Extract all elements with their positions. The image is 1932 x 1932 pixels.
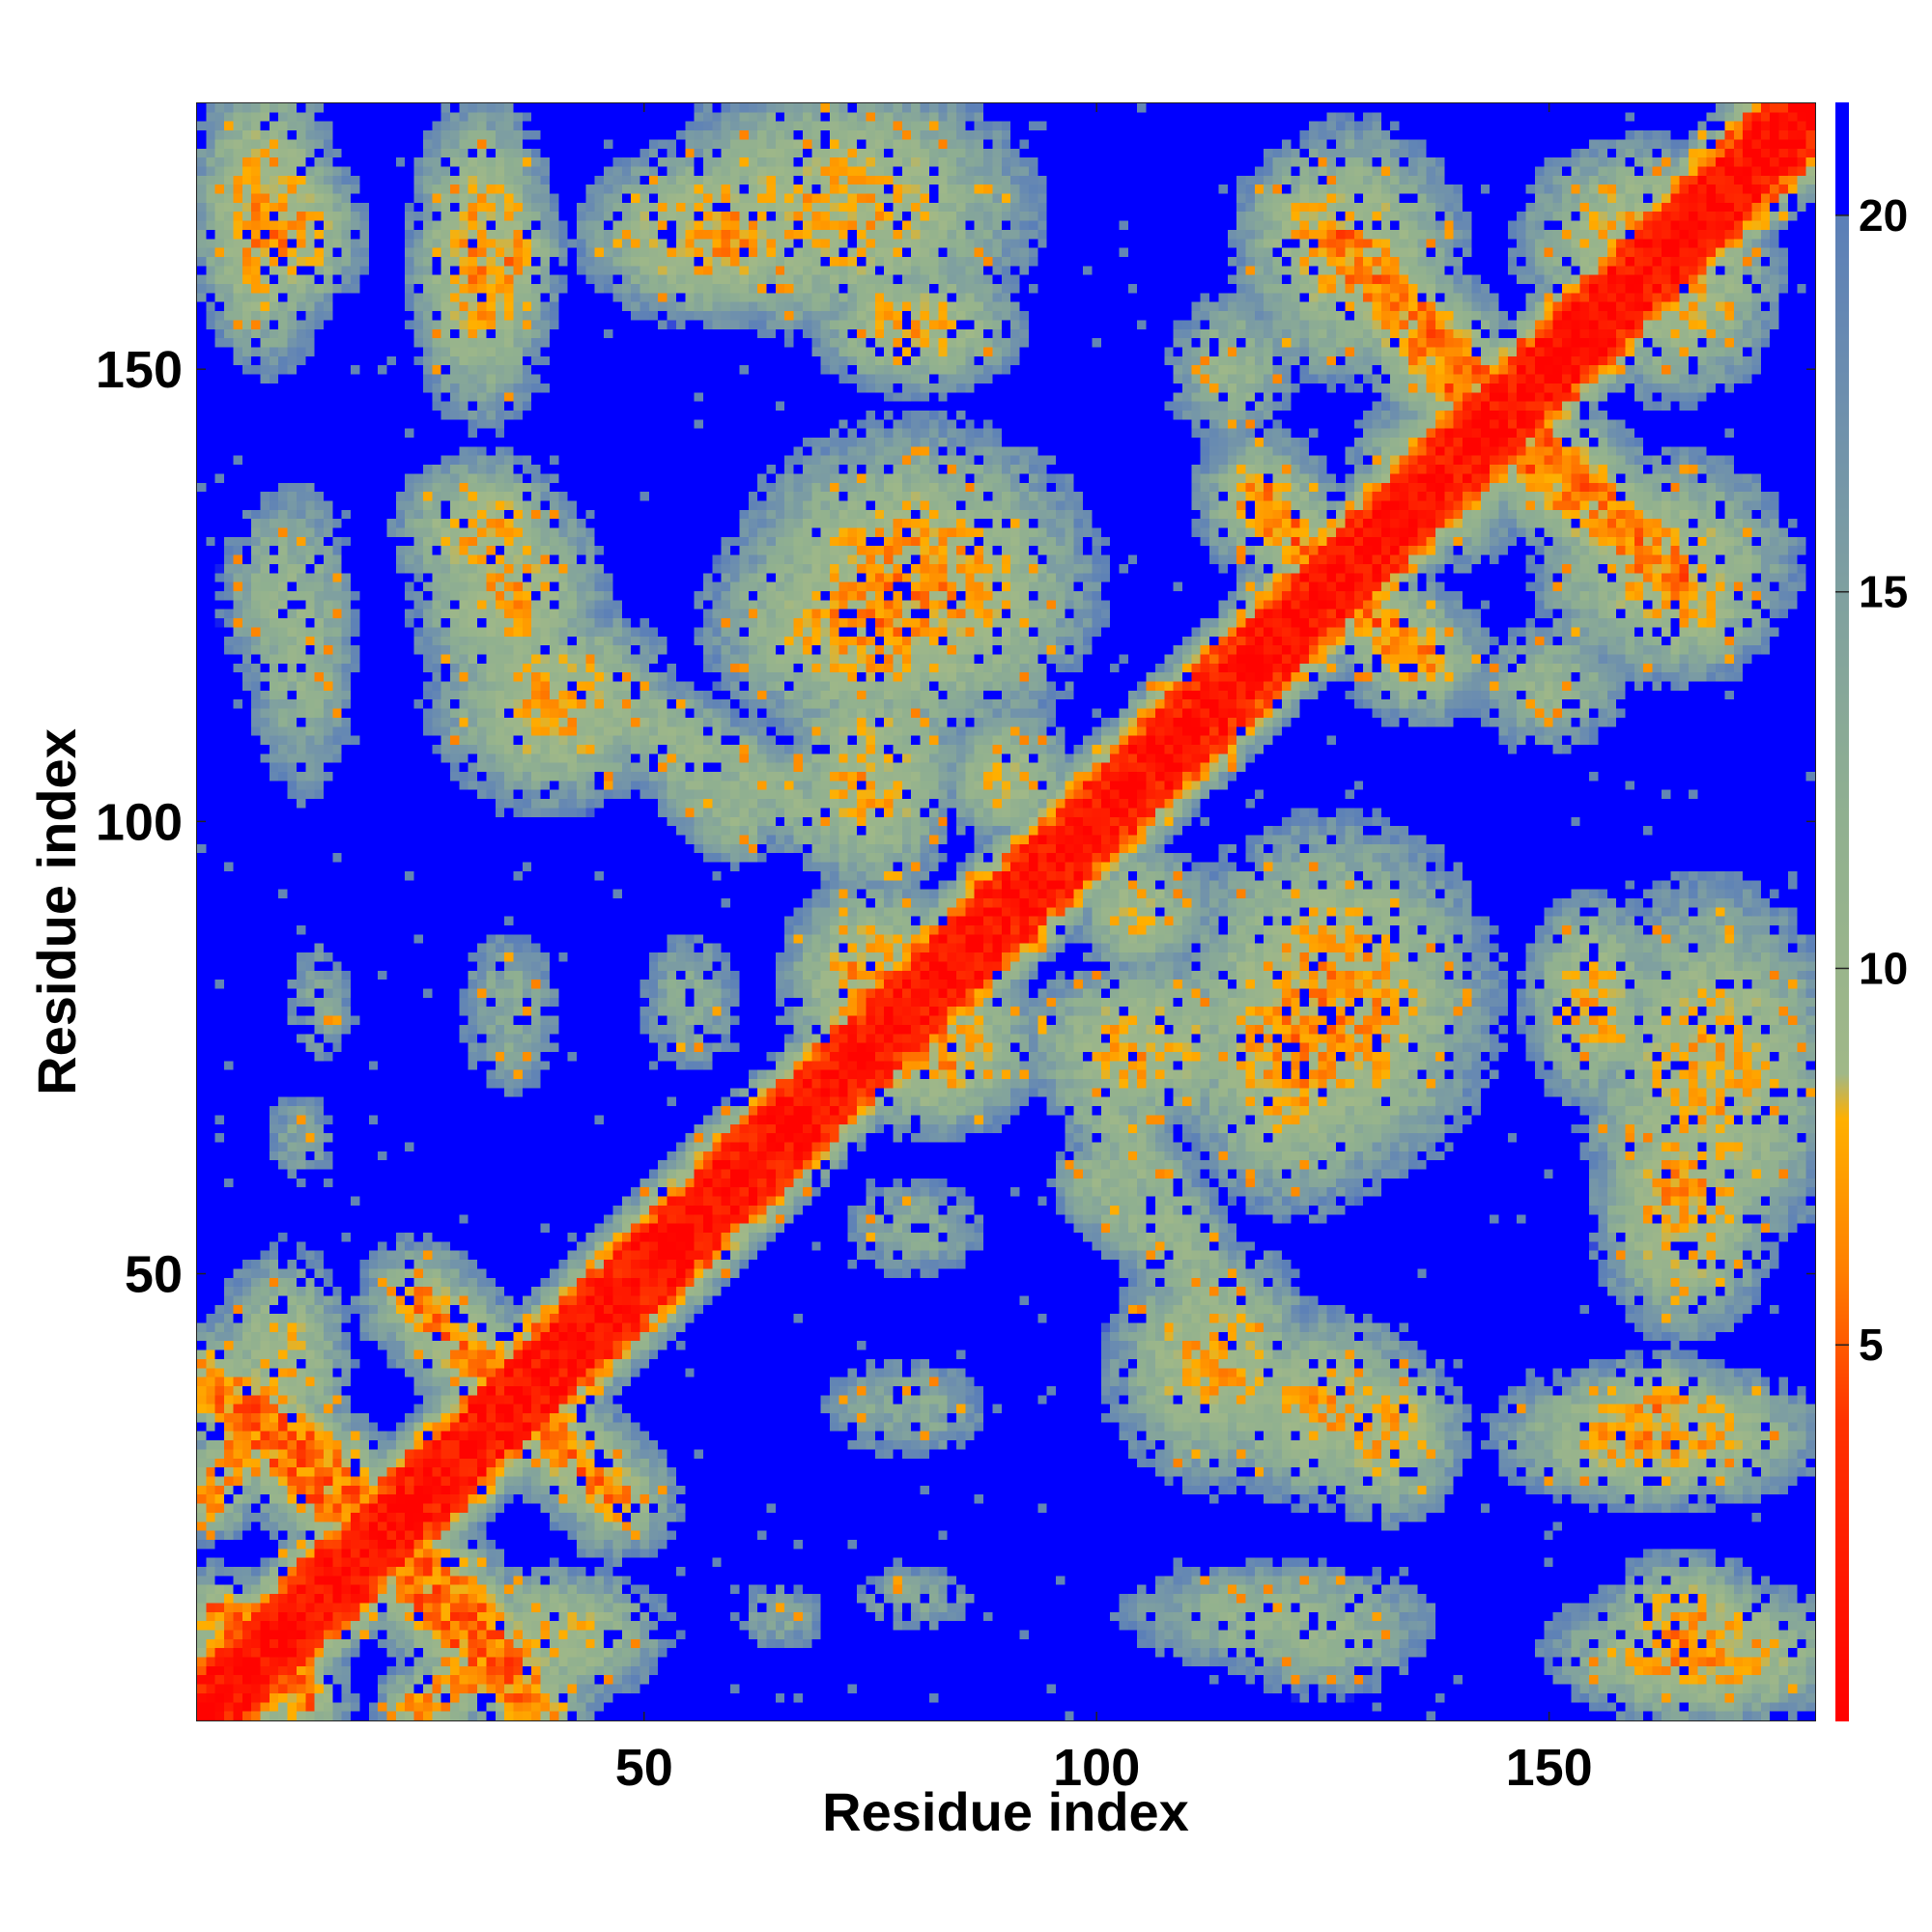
colorbar-tick-label: 5 (1859, 1320, 1884, 1370)
colorbar-tick-label: 15 (1859, 567, 1908, 617)
colorbar-ticks: 5 10 15 20 (1835, 190, 1908, 1370)
y-tick-label: 50 (125, 1246, 183, 1304)
y-axis-ticks: 50 100 150 (96, 341, 1816, 1304)
x-tick-label: 100 (1053, 1739, 1140, 1797)
plot-area (196, 102, 1816, 1721)
x-tick-label: 50 (615, 1739, 673, 1797)
colorbar-tick-label: 20 (1859, 190, 1908, 241)
colorbar (1835, 102, 1849, 1721)
heatmap-cells (197, 103, 1815, 1720)
y-tick-label: 150 (96, 341, 183, 399)
y-tick-label: 100 (96, 793, 183, 851)
x-tick-label: 150 (1506, 1739, 1593, 1797)
x-axis-title: Residue index (822, 1781, 1189, 1842)
x-axis-ticks: 50 100 150 (615, 102, 1593, 1797)
colorbar-tick-label: 10 (1859, 943, 1908, 993)
y-axis-title: Residue index (26, 728, 87, 1095)
